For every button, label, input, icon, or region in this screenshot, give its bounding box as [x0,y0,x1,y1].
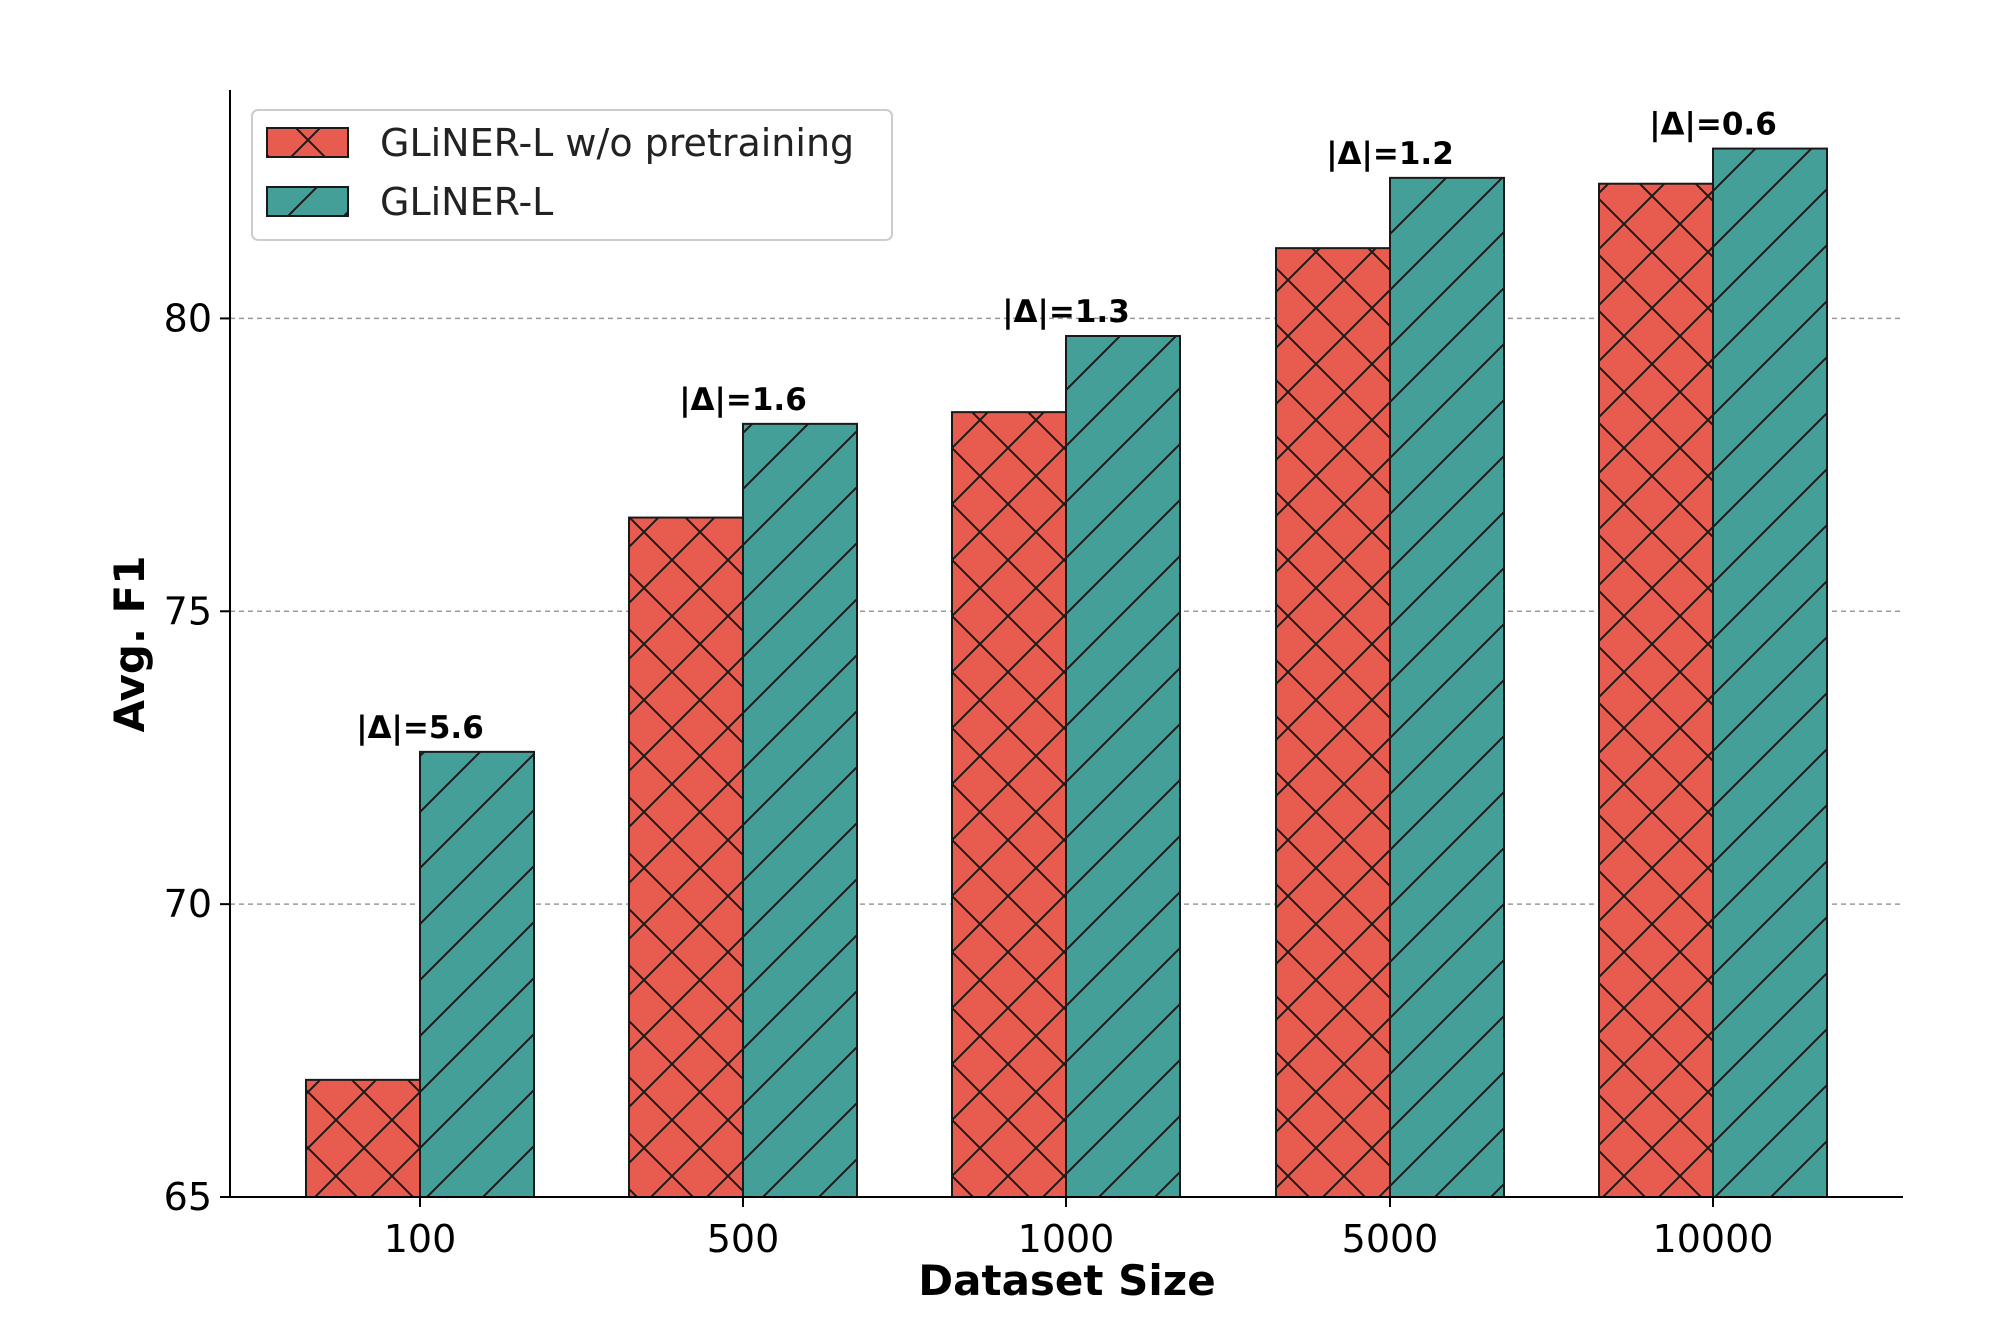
delta-annotation-5000: |Δ|=1.2 [1326,136,1454,172]
legend-label-series-1: GLiNER-L w/o pretraining [380,121,854,165]
bar-wo-pretraining-100 [305,1078,421,1199]
tick-labels: 65 70 75 80 100 500 1000 5000 10000 [164,296,1774,1261]
bar-gliner-l-10000 [1712,147,1828,1199]
axes [220,90,1903,1207]
bar-wo-pretraining-1000 [951,411,1067,1198]
legend-label-series-2: GLiNER-L [380,180,553,224]
bar-wo-pretraining-500 [628,516,744,1198]
delta-annotation-10000: |Δ|=0.6 [1649,107,1777,143]
delta-annotations: |Δ|=5.6 |Δ|=1.6 |Δ|=1.3 |Δ|=1.2 |Δ|=0.6 [356,107,1777,746]
delta-annotation-100: |Δ|=5.6 [356,710,484,746]
legend-box [251,109,893,241]
bar-gliner-l-1000 [1065,335,1181,1198]
legend: GLiNER-L w/o pretraining GLiNER-L [251,109,893,241]
x-tick-label-10000: 10000 [1653,1217,1774,1261]
delta-annotation-500: |Δ|=1.6 [679,382,807,418]
legend-swatch-hatch-1 [266,127,349,158]
bar-gliner-l-500 [742,422,858,1199]
x-axis-label: Dataset Size [918,1256,1215,1305]
x-tick-label-1000: 1000 [1018,1217,1115,1261]
y-axis-label: Avg. F1 [105,556,154,733]
y-tick-label-80: 80 [164,296,212,340]
bar-wo-pretraining-5000 [1275,247,1391,1198]
y-tick-label-65: 65 [164,1175,212,1219]
bar-gliner-l-100 [419,750,535,1198]
y-tick-label-75: 75 [164,589,212,633]
delta-annotation-1000: |Δ|=1.3 [1002,294,1130,330]
x-tick-label-500: 500 [707,1217,780,1261]
y-tick-label-70: 70 [164,882,212,926]
bars [305,147,1828,1199]
x-tick-label-100: 100 [384,1217,457,1261]
bar-wo-pretraining-10000 [1598,182,1714,1198]
x-tick-label-5000: 5000 [1342,1217,1439,1261]
bar-gliner-l-5000 [1389,176,1505,1199]
legend-swatch-hatch-2 [266,186,349,217]
